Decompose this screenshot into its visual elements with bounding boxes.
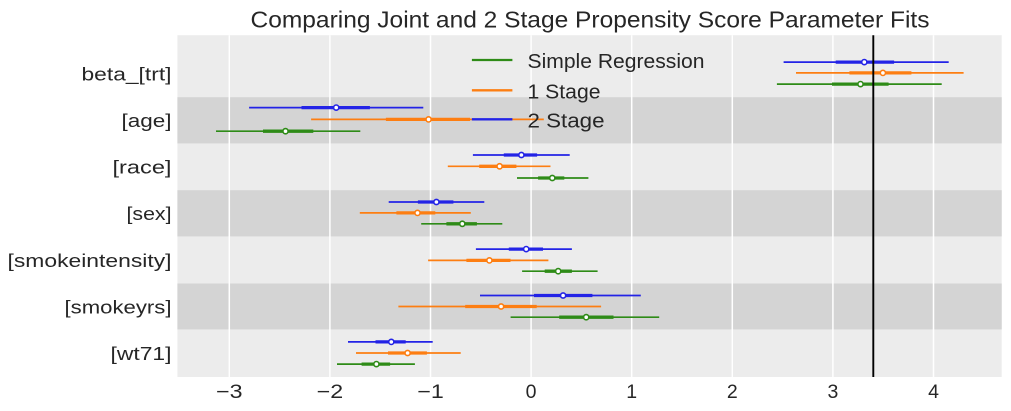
svg-text:2: 2 [727, 381, 738, 403]
svg-text:−3: −3 [216, 381, 243, 403]
svg-text:Comparing Joint and 2 Stage Pr: Comparing Joint and 2 Stage Propensity S… [251, 6, 930, 32]
svg-text:[race]: [race] [113, 158, 172, 178]
svg-text:2 Stage: 2 Stage [528, 110, 605, 132]
svg-text:0: 0 [526, 381, 537, 403]
svg-text:[smokeyrs]: [smokeyrs] [65, 297, 172, 317]
svg-text:[age]: [age] [122, 111, 172, 131]
svg-text:1 Stage: 1 Stage [528, 81, 601, 103]
svg-text:−1: −1 [417, 381, 444, 403]
svg-text:−2: −2 [317, 381, 344, 403]
svg-text:[wt71]: [wt71] [111, 344, 172, 364]
svg-text:1: 1 [626, 381, 637, 403]
svg-text:3: 3 [827, 381, 838, 403]
svg-text:4: 4 [928, 381, 939, 403]
svg-text:[smokeintensity]: [smokeintensity] [8, 251, 172, 271]
svg-text:Simple Regression: Simple Regression [528, 51, 705, 73]
svg-text:[sex]: [sex] [127, 204, 172, 224]
svg-text:beta_[trt]: beta_[trt] [82, 64, 172, 85]
